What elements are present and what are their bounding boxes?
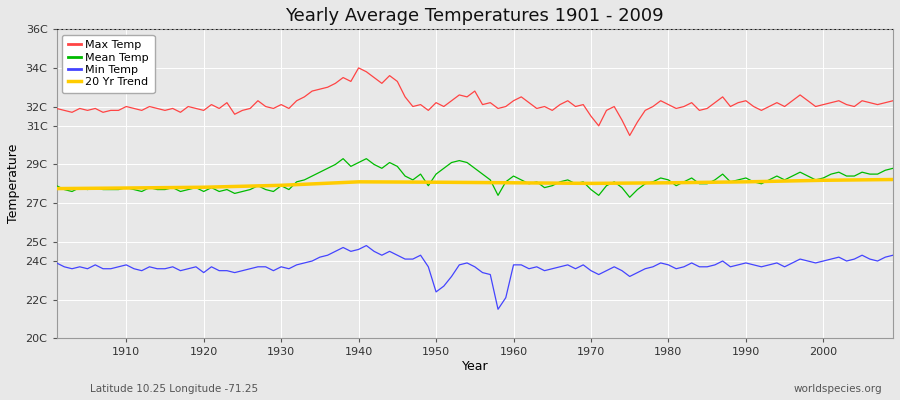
Y-axis label: Temperature: Temperature bbox=[7, 144, 20, 224]
Title: Yearly Average Temperatures 1901 - 2009: Yearly Average Temperatures 1901 - 2009 bbox=[285, 7, 664, 25]
Text: worldspecies.org: worldspecies.org bbox=[794, 384, 882, 394]
Text: Latitude 10.25 Longitude -71.25: Latitude 10.25 Longitude -71.25 bbox=[90, 384, 258, 394]
X-axis label: Year: Year bbox=[462, 360, 488, 373]
Legend: Max Temp, Mean Temp, Min Temp, 20 Yr Trend: Max Temp, Mean Temp, Min Temp, 20 Yr Tre… bbox=[62, 35, 155, 93]
